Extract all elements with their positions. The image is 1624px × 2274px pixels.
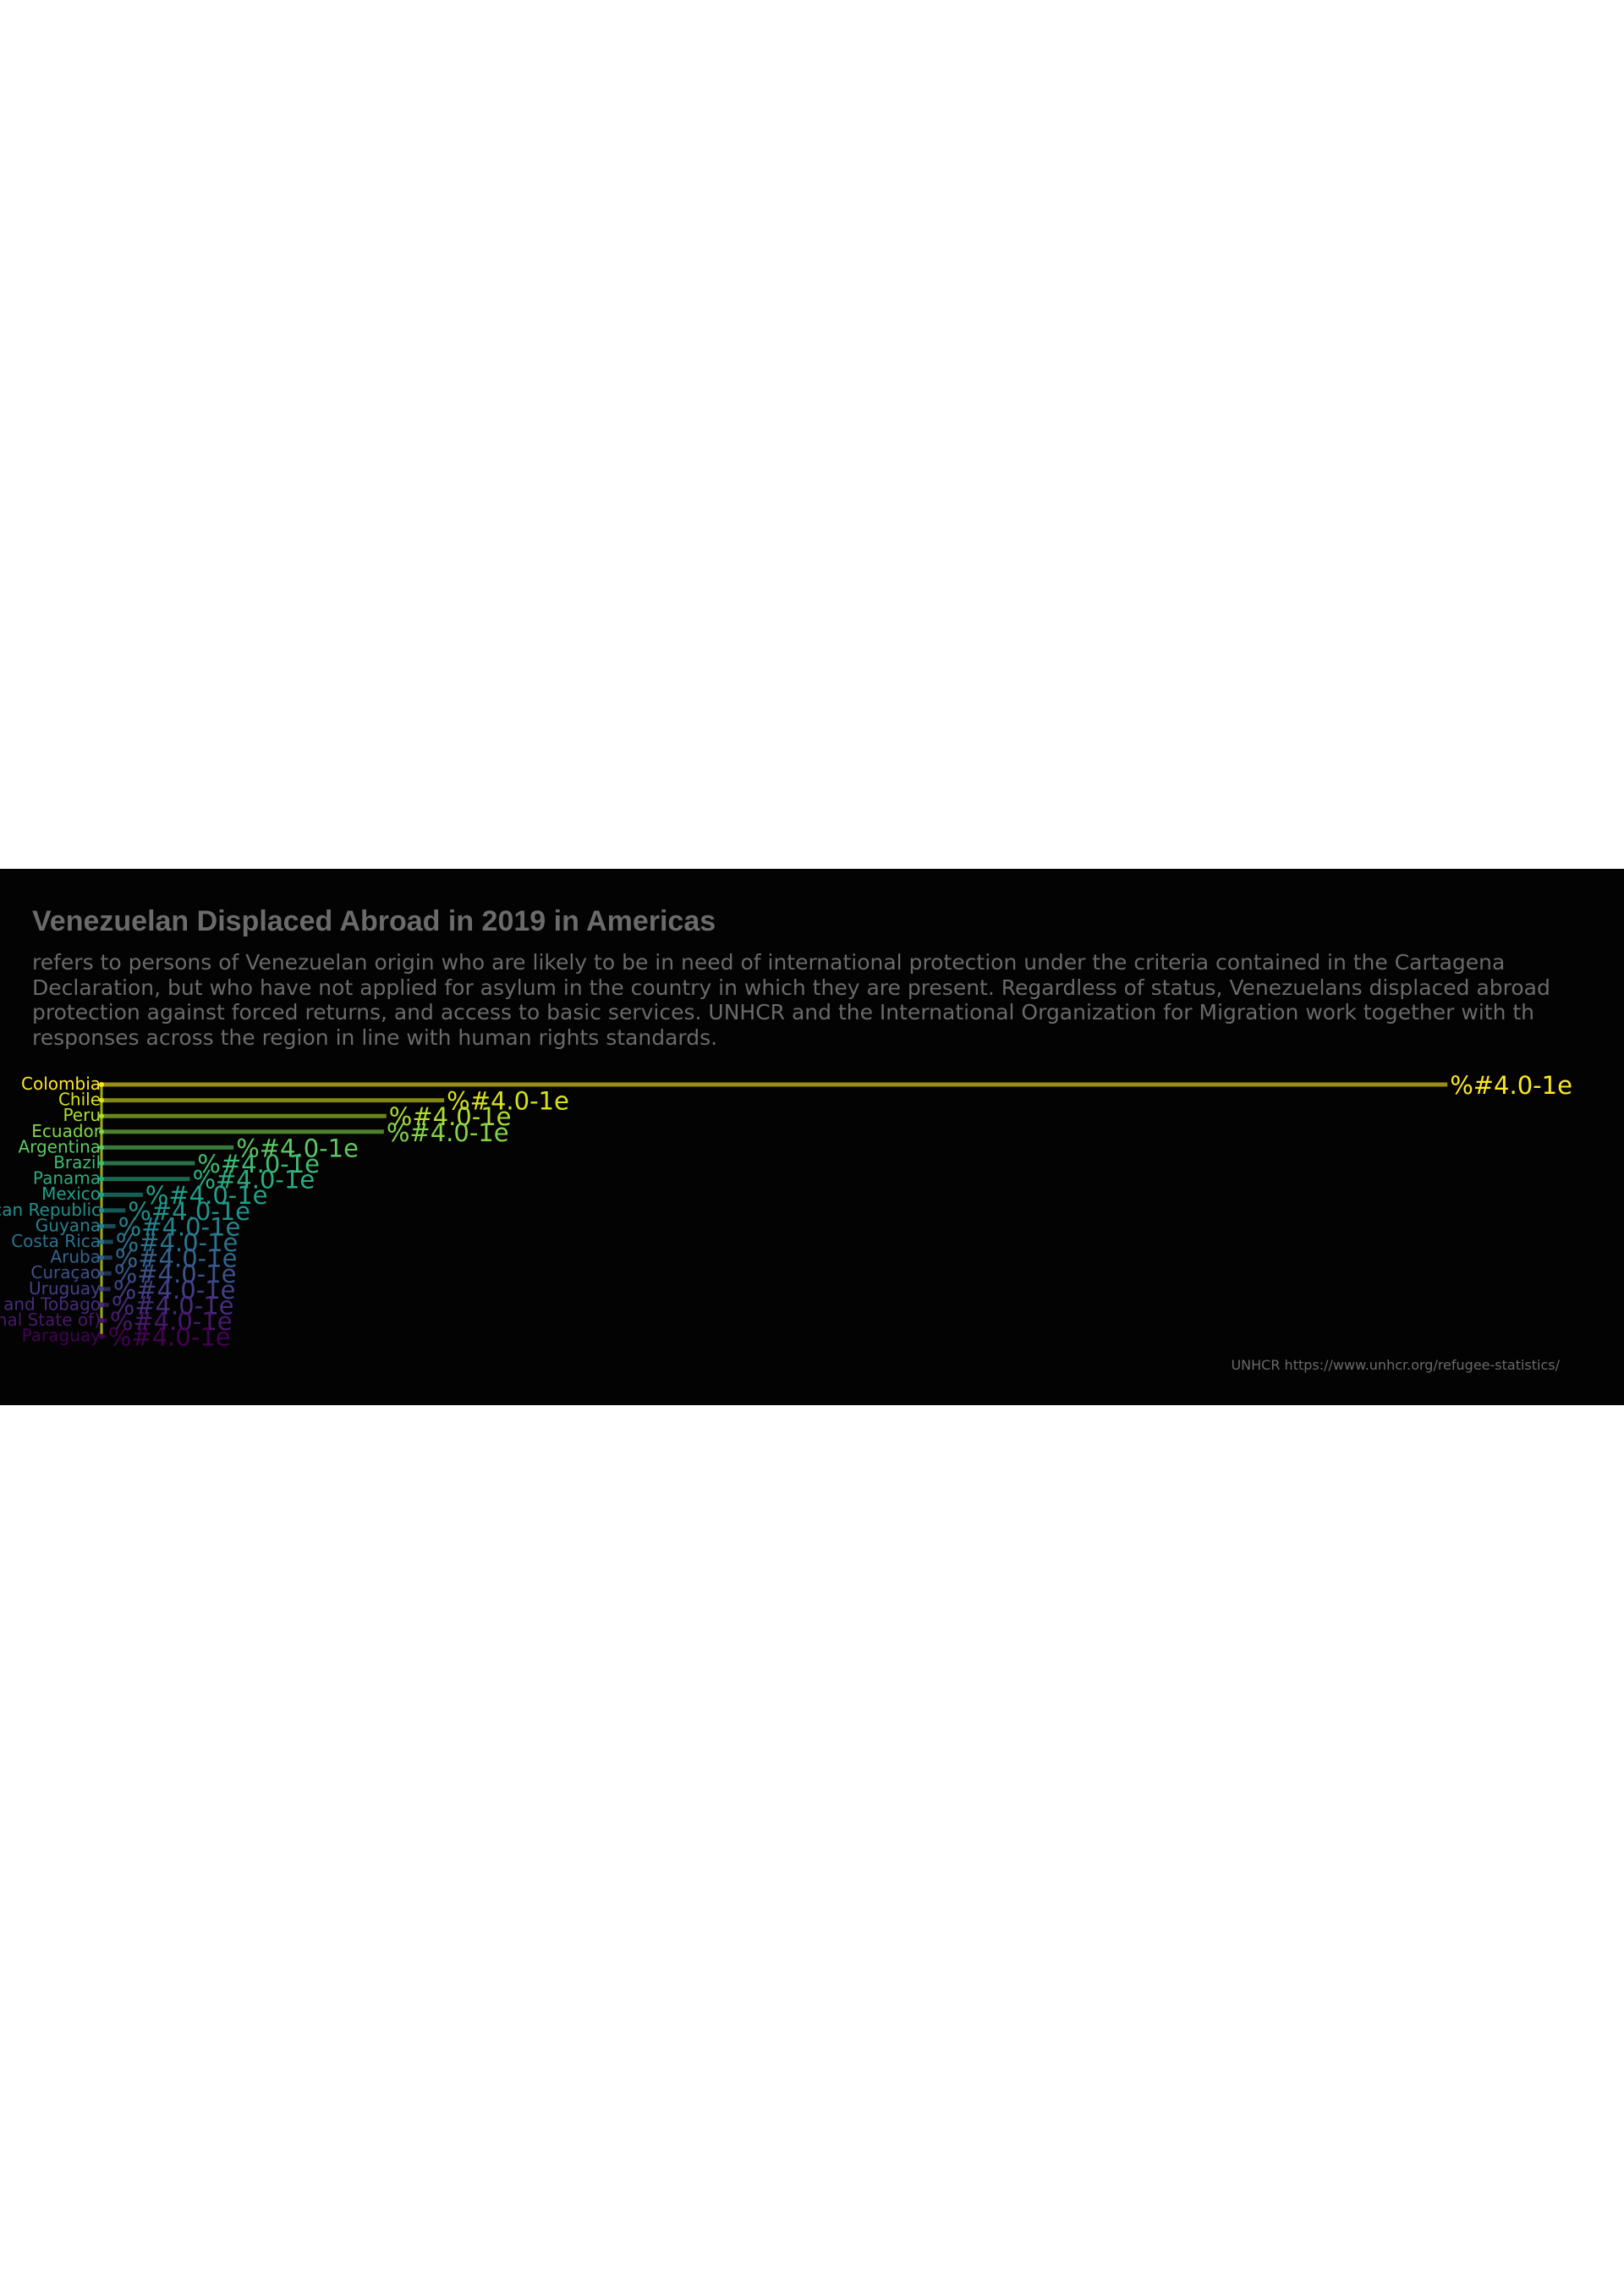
bar-start-marker: [99, 1161, 104, 1166]
category-label: Curaçao: [30, 1262, 101, 1283]
data-label: %#4.0-1e: [113, 1276, 236, 1305]
data-label: %#4.0-1e: [110, 1307, 233, 1336]
bar-start-marker: [99, 1097, 104, 1103]
category-label: Aruba: [50, 1247, 101, 1267]
subtitle-line: protection against forced returns, and a…: [32, 1000, 1535, 1024]
source-note: UNHCR https://www.unhcr.org/refugee-stat…: [1231, 1357, 1560, 1373]
bar-start-marker: [99, 1286, 104, 1292]
data-label: %#4.0-1e: [115, 1244, 238, 1273]
data-label: %#4.0-1e: [192, 1166, 315, 1195]
category-label: Ecuador: [31, 1121, 101, 1141]
category-label: Colombia: [21, 1074, 101, 1094]
subtitle-line: refers to persons of Venezuelan origin w…: [32, 950, 1506, 975]
category-label: Chile: [58, 1090, 101, 1110]
chart-panel: Venezuelan Displaced Abroad in 2019 in A…: [0, 869, 1624, 1405]
bar-start-marker: [99, 1145, 104, 1151]
category-label: Trinidad and Tobago: [0, 1294, 101, 1314]
bar-start-marker: [99, 1082, 104, 1087]
data-label: %#4.0-1e: [114, 1260, 237, 1288]
bar-start-marker: [99, 1318, 104, 1323]
category-label: Guyana: [36, 1215, 101, 1235]
bar-start-marker: [99, 1271, 104, 1277]
bar-start-marker: [99, 1333, 104, 1339]
category-label: Argentina: [18, 1136, 101, 1156]
category-label: Peru: [63, 1105, 101, 1125]
data-label: %#4.0-1e: [118, 1212, 241, 1241]
bar-start-marker: [99, 1129, 104, 1134]
category-label: Dominican Republic: [0, 1200, 101, 1220]
chart-title: Venezuelan Displaced Abroad in 2019 in A…: [32, 905, 716, 937]
bar-start-marker: [99, 1176, 104, 1182]
data-label: %#4.0-1e: [387, 1118, 509, 1147]
data-label: %#4.0-1e: [112, 1291, 234, 1320]
data-label: %#4.0-1e: [236, 1134, 359, 1162]
bar-start-marker: [99, 1113, 104, 1119]
category-label: Paraguay: [22, 1326, 102, 1346]
subtitle-line: Declaration, but who have not applied fo…: [32, 975, 1550, 1000]
data-label: %#4.0-1e: [389, 1102, 512, 1131]
category-label: Brazil: [53, 1152, 101, 1173]
data-label: %#4.0-1e: [108, 1323, 231, 1352]
bar-start-marker: [99, 1239, 104, 1244]
data-label: %#4.0-1e: [128, 1197, 250, 1226]
bar-chart: Colombia %#4.0-1e Chile %#4.0-1e Peru %#4.0-1…: [0, 1071, 1572, 1352]
data-label: %#4.0-1e: [197, 1150, 320, 1178]
data-label: %#4.0-1e: [1450, 1071, 1572, 1100]
chart-subtitle: refers to persons of Venezuelan origin w…: [32, 950, 1624, 1050]
bar-start-marker: [99, 1302, 104, 1308]
data-label: %#4.0-1e: [116, 1228, 239, 1257]
bar-start-marker: [99, 1255, 104, 1261]
data-label: %#4.0-1e: [447, 1087, 569, 1116]
category-label: Panama: [33, 1168, 101, 1189]
bar-start-marker: [99, 1223, 104, 1229]
bar-start-marker: [99, 1192, 104, 1198]
category-label: Bolivia (Plurinational State of): [0, 1310, 101, 1330]
category-label: Uruguay: [29, 1278, 101, 1299]
subtitle-line: responses across the region in line with…: [32, 1024, 718, 1050]
category-label: Costa Rica: [11, 1231, 101, 1251]
category-label: Mexico: [41, 1184, 101, 1204]
data-label: %#4.0-1e: [145, 1181, 268, 1210]
bar-start-marker: [99, 1207, 104, 1213]
